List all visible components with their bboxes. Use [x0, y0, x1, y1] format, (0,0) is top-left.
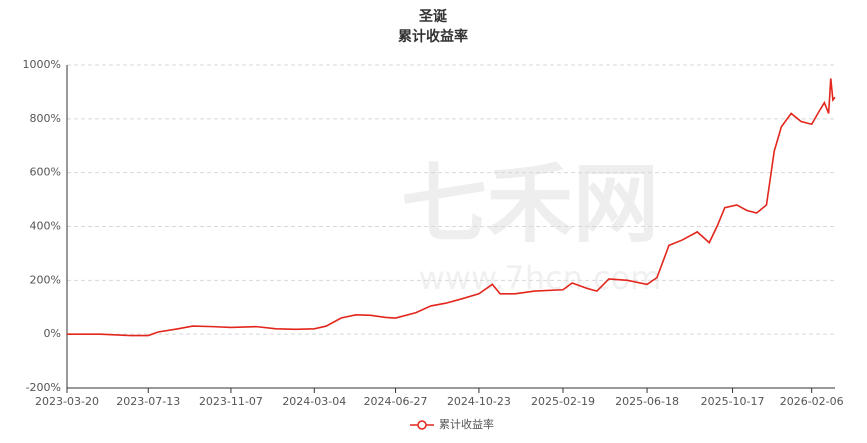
x-tick-label: 2026-02-06 [780, 395, 844, 408]
x-tick-label: 2023-11-07 [199, 395, 263, 408]
y-tick-label: 400% [30, 220, 61, 233]
y-tick-label: 1000% [23, 58, 61, 71]
x-tick-label: 2023-07-13 [116, 395, 180, 408]
chart-title: 圣诞 [418, 9, 448, 25]
chart-subtitle: 累计收益率 [398, 28, 468, 45]
x-tick-label: 2025-02-19 [531, 395, 595, 408]
y-tick-label: 800% [30, 112, 61, 125]
x-tick-label: 2025-10-17 [701, 395, 765, 408]
watermark: 七禾网 [401, 154, 659, 254]
y-tick-label: 200% [30, 273, 61, 286]
legend-symbol [417, 420, 427, 430]
x-tick-label: 2024-06-27 [364, 395, 428, 408]
x-tick-label: 2025-06-18 [615, 395, 679, 408]
y-tick-label: 0% [44, 327, 61, 340]
legend-label: 累计收益率 [439, 417, 494, 431]
x-tick-label: 2023-03-20 [35, 395, 99, 408]
x-tick-label: 2024-10-23 [447, 395, 511, 408]
x-tick-label: 2024-03-04 [282, 395, 346, 408]
y-tick-label: -200% [26, 381, 61, 394]
series-line [67, 78, 836, 337]
y-tick-label: 600% [30, 166, 61, 179]
